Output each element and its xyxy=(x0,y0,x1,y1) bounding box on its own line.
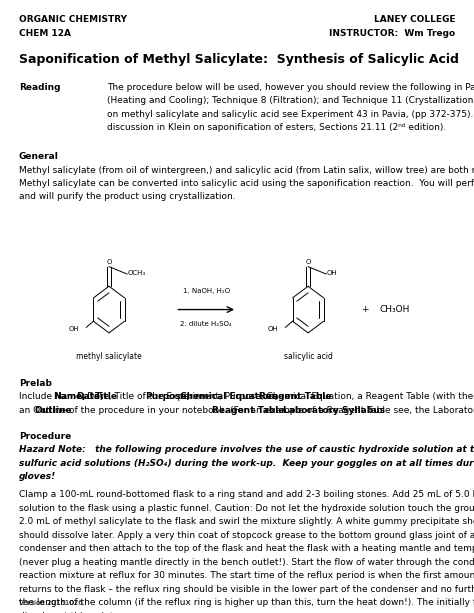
Text: Laboratory Syllabus: Laboratory Syllabus xyxy=(283,406,385,415)
Text: O: O xyxy=(305,259,311,265)
Text: OH: OH xyxy=(69,326,79,332)
Text: Chemical Equation,: Chemical Equation, xyxy=(180,392,278,402)
Text: an Outline of the procedure in your notebook. (For an example of a Reagent Table: an Outline of the procedure in your note… xyxy=(19,406,474,415)
Text: returns to the flask – the reflux ring should be visible in the lower part of th: returns to the flask – the reflux ring s… xyxy=(19,585,474,594)
Text: OH: OH xyxy=(327,270,337,276)
Text: Clamp a 100-mL round-bottomed flask to a ring stand and add 2-3 boiling stones. : Clamp a 100-mL round-bottomed flask to a… xyxy=(19,490,474,500)
Text: Version 20161026: Version 20161026 xyxy=(19,600,82,606)
Text: Prelab: Prelab xyxy=(19,379,52,388)
Text: Purpose,: Purpose, xyxy=(146,392,191,402)
Text: Include Name, Date, Title of the Experiment, Purpose, Chemical Equation, a Reage: Include Name, Date, Title of the Experim… xyxy=(19,392,474,402)
Text: INSTRUCTOR:  Wm Trego: INSTRUCTOR: Wm Trego xyxy=(329,29,455,38)
Text: The procedure below will be used, however you should review the following in Pav: The procedure below will be used, howeve… xyxy=(107,83,474,92)
Text: Reagent Table: Reagent Table xyxy=(212,406,285,415)
Text: ORGANIC CHEMISTRY: ORGANIC CHEMISTRY xyxy=(19,15,127,25)
Text: Name,: Name, xyxy=(54,392,86,402)
Text: +: + xyxy=(361,305,369,314)
Text: gloves!: gloves! xyxy=(19,472,56,481)
Text: discussion in Klein on saponification of esters, Sections 21.11 (2ⁿᵈ edition).: discussion in Klein on saponification of… xyxy=(107,123,446,132)
Text: Reagent Table: Reagent Table xyxy=(259,392,332,402)
Text: (Heating and Cooling); Technique 8 (Filtration); and Technique 11 (Crystallizati: (Heating and Cooling); Technique 8 (Filt… xyxy=(107,96,474,105)
Text: should dissolve later. Apply a very thin coat of stopcock grease to the bottom g: should dissolve later. Apply a very thin… xyxy=(19,531,474,540)
Text: OCH₃: OCH₃ xyxy=(128,270,146,276)
Text: Outline: Outline xyxy=(34,406,72,415)
Text: O: O xyxy=(106,259,112,265)
Text: OH: OH xyxy=(268,326,278,332)
Text: 2.0 mL of methyl salicylate to the flask and swirl the mixture slightly. A white: 2.0 mL of methyl salicylate to the flask… xyxy=(19,517,474,527)
Text: Date,: Date, xyxy=(76,392,103,402)
Text: 1. NaOH, H₂O: 1. NaOH, H₂O xyxy=(182,288,230,294)
Text: Reading: Reading xyxy=(19,83,61,92)
Text: and will purify the product using crystallization.: and will purify the product using crysta… xyxy=(19,192,236,202)
Text: Methyl salicylate can be converted into salicylic acid using the saponification : Methyl salicylate can be converted into … xyxy=(19,179,474,188)
Text: sulfuric acid solutions (H₂SO₄) during the work-up.  Keep your goggles on at all: sulfuric acid solutions (H₂SO₄) during t… xyxy=(19,459,474,468)
Text: on methyl salicylate and salicylic acid see Experiment 43 in Pavia, (pp 372-375): on methyl salicylate and salicylic acid … xyxy=(107,110,474,119)
Text: condenser and then attach to the top of the flask and heat the flask with a heat: condenser and then attach to the top of … xyxy=(19,544,474,554)
Text: Methyl salicylate (from oil of wintergreen,) and salicylic acid (from Latin sali: Methyl salicylate (from oil of wintergre… xyxy=(19,166,474,175)
Text: LANEY COLLEGE: LANEY COLLEGE xyxy=(374,15,455,25)
Text: Procedure: Procedure xyxy=(19,432,71,441)
Text: dissolve at this point.: dissolve at this point. xyxy=(19,612,116,613)
Text: solution to the flask using a plastic funnel. Caution: Do not let the hydroxide : solution to the flask using a plastic fu… xyxy=(19,504,474,513)
Text: CHEM 12A: CHEM 12A xyxy=(19,29,71,38)
Text: reaction mixture at reflux for 30 minutes. The start time of the reflux period i: reaction mixture at reflux for 30 minute… xyxy=(19,571,474,581)
Text: salicylic acid: salicylic acid xyxy=(283,352,333,362)
Text: Saponification of Methyl Salicylate:  Synthesis of Salicylic Acid: Saponification of Methyl Salicylate: Syn… xyxy=(19,53,459,66)
Text: General: General xyxy=(19,152,59,161)
Text: CH₃OH: CH₃OH xyxy=(379,305,410,314)
Text: Hazard Note:   the following procedure involves the use of caustic hydroxide sol: Hazard Note: the following procedure inv… xyxy=(19,445,474,454)
Text: methyl salicylate: methyl salicylate xyxy=(76,352,142,362)
Text: Title: Title xyxy=(95,392,118,402)
Text: the length of the column (if the reflux ring is higher up than this, turn the he: the length of the column (if the reflux … xyxy=(19,598,474,607)
Text: 2. dilute H₂SO₄: 2. dilute H₂SO₄ xyxy=(181,321,232,327)
Text: (never plug a heating mantle directly in the bench outlet!). Start the flow of w: (never plug a heating mantle directly in… xyxy=(19,558,474,567)
